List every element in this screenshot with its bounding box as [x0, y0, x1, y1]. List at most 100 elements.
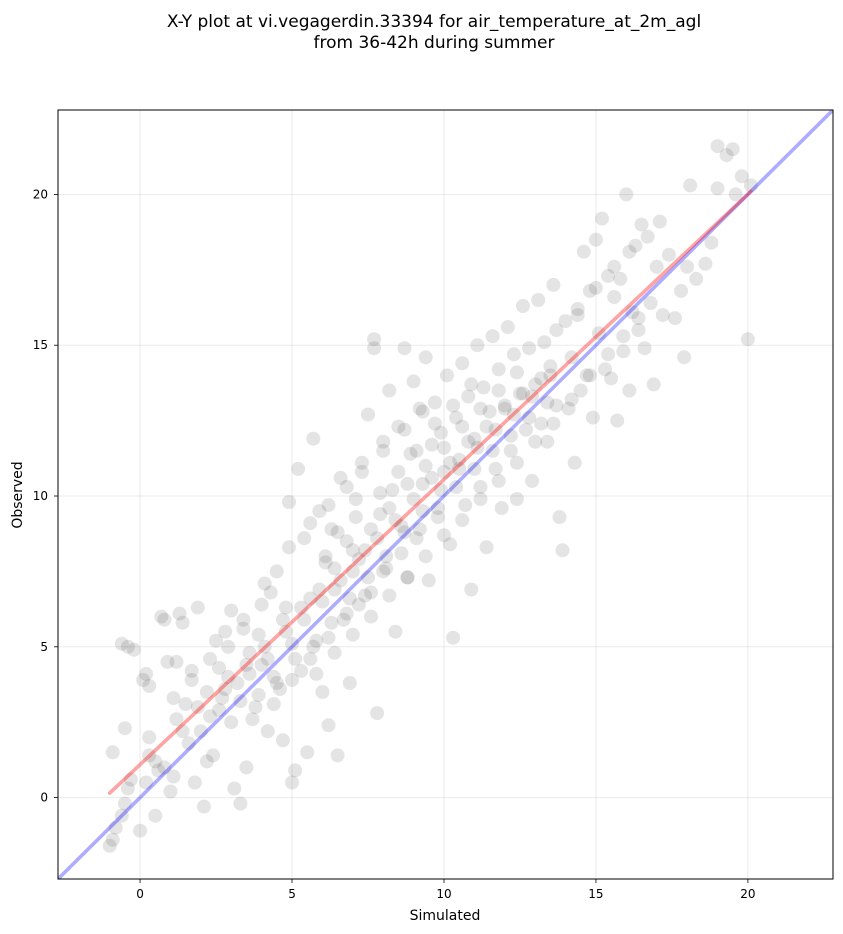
scatter-point: [743, 178, 758, 193]
scatter-point: [543, 359, 558, 374]
scatter-point: [221, 669, 236, 684]
scatter-point: [595, 211, 609, 226]
scatter-point: [634, 217, 649, 232]
scatter-point: [488, 422, 503, 437]
scatter-point: [105, 832, 120, 847]
scatter-point: [303, 516, 318, 531]
scatter-point: [203, 709, 217, 724]
scatter-point: [154, 609, 169, 624]
scatter-point: [272, 682, 287, 696]
scatter-point: [582, 368, 597, 383]
scatter-point: [397, 422, 412, 437]
scatter-point: [339, 534, 354, 549]
scatter-point: [394, 546, 409, 561]
scatter-point: [607, 259, 622, 274]
scatter-point: [209, 633, 223, 648]
scatter-point: [288, 651, 303, 666]
scatter-point: [655, 308, 670, 323]
scatter-point: [391, 419, 406, 434]
scatter-point: [148, 754, 163, 769]
scatter-point: [491, 383, 506, 398]
scatter-point: [522, 341, 537, 356]
scatter-point: [348, 492, 363, 506]
scatter-point: [437, 440, 451, 455]
scatter-point: [172, 606, 187, 621]
scatter-point: [294, 663, 309, 678]
scatter-point: [163, 784, 178, 799]
scatter-point: [649, 259, 664, 274]
scatter-point: [555, 543, 570, 558]
scatter-point: [674, 283, 688, 298]
axis-ticks: 0 5 10 15 20 0 5 10 15 20: [33, 187, 756, 901]
scatter-point: [382, 588, 397, 603]
scatter-point: [242, 666, 257, 681]
scatter-point: [509, 455, 524, 470]
scatter-point: [440, 368, 454, 383]
scatter-point: [321, 498, 336, 513]
scatter-point: [409, 443, 424, 458]
scatter-point: [303, 591, 318, 606]
scatter-point: [546, 416, 561, 431]
scatter-point: [470, 440, 485, 455]
scatter-point: [245, 712, 260, 727]
scatter-point: [187, 775, 202, 790]
scatter-point: [522, 410, 537, 425]
scatter-point: [455, 419, 470, 434]
scatter-point: [661, 247, 676, 262]
scatter-point: [224, 603, 239, 618]
scatter-point: [157, 612, 172, 627]
scatter-point: [613, 271, 628, 286]
scatter-point: [458, 498, 473, 513]
scatter-point: [184, 663, 199, 678]
scatter-point: [239, 657, 254, 672]
x-tick-label: 5: [288, 887, 296, 901]
scatter-point: [540, 434, 555, 449]
scatter-point: [105, 745, 120, 760]
scatter-point: [288, 763, 303, 778]
scatter-point: [506, 347, 521, 362]
scatter-point: [652, 214, 667, 229]
scatter-point: [418, 350, 433, 365]
scatter-point: [248, 700, 263, 715]
scatter-point: [203, 651, 217, 666]
scatter-point: [728, 187, 743, 202]
x-tick-label: 0: [136, 887, 144, 901]
scatter-point: [309, 666, 324, 681]
y-tick-label: 20: [33, 187, 48, 201]
scatter-point: [427, 416, 442, 431]
scatter-point: [625, 305, 640, 320]
scatter-point: [418, 549, 433, 564]
scatter-point: [312, 582, 327, 597]
scatter-point: [540, 395, 555, 410]
scatter-point: [379, 561, 394, 576]
scatter-point: [370, 531, 385, 546]
scatter-point: [370, 706, 385, 721]
scatter-point: [236, 612, 251, 627]
scatter-point: [473, 480, 488, 494]
fit-line: [107, 189, 753, 795]
scatter-point: [430, 510, 445, 525]
scatter-point: [421, 573, 436, 588]
scatter-point: [142, 748, 157, 763]
scatter-point: [239, 760, 254, 775]
scatter-point: [415, 504, 430, 519]
scatter-point: [397, 341, 412, 356]
scatter-point: [282, 495, 296, 509]
scatter-point: [415, 404, 430, 419]
scatter-point: [354, 464, 369, 479]
y-tick-label: 15: [33, 338, 48, 352]
scatter-point: [358, 588, 372, 603]
scatter-point: [585, 410, 600, 425]
scatter-point: [698, 256, 713, 271]
scatter-point: [573, 383, 588, 398]
scatter-point: [376, 564, 391, 579]
scatter-point: [467, 431, 482, 446]
scatter-point: [233, 796, 248, 811]
scatter-point: [464, 377, 479, 392]
scatter-point: [190, 600, 205, 615]
scatter-point: [108, 820, 123, 835]
scatter-point: [534, 371, 549, 386]
scatter-point: [576, 244, 591, 259]
scatter-point: [424, 470, 439, 485]
scatter-point: [497, 401, 512, 416]
